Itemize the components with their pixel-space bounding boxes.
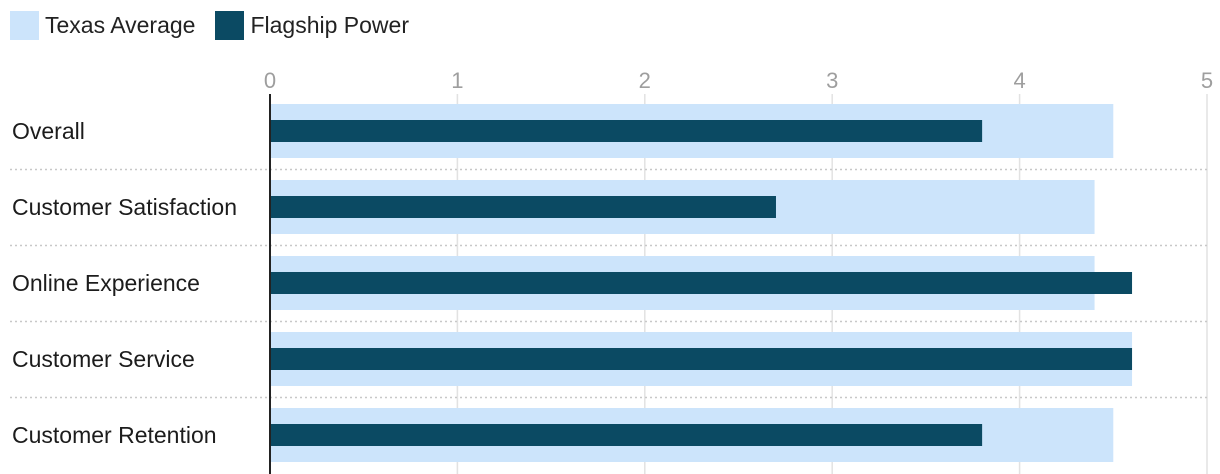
bar-flagship-power-3 xyxy=(270,348,1133,370)
legend-label-texas-average: Texas Average xyxy=(45,12,196,38)
legend-swatch-flagship-power xyxy=(215,11,245,40)
legend: Texas Average Flagship Power xyxy=(10,11,429,40)
bar-flagship-power-4 xyxy=(270,424,983,446)
category-label-1: Customer Satisfaction xyxy=(12,194,237,220)
bar-flagship-power-1 xyxy=(270,196,776,218)
bar-flagship-power-2 xyxy=(270,272,1133,294)
x-tick-label-4: 4 xyxy=(1013,68,1025,93)
legend-swatch-texas-average xyxy=(10,11,39,40)
category-label-0: Overall xyxy=(12,118,85,144)
x-tick-label-1: 1 xyxy=(451,68,463,93)
legend-item-flagship-power[interactable]: Flagship Power xyxy=(215,11,409,40)
x-tick-label-3: 3 xyxy=(826,68,838,93)
x-tick-label-0: 0 xyxy=(264,68,276,93)
category-label-2: Online Experience xyxy=(12,270,200,296)
category-label-3: Customer Service xyxy=(12,346,195,372)
x-tick-label-2: 2 xyxy=(639,68,651,93)
x-tick-label-5: 5 xyxy=(1201,68,1213,93)
legend-item-texas-average[interactable]: Texas Average xyxy=(10,11,195,40)
category-label-4: Customer Retention xyxy=(12,422,217,448)
bar-flagship-power-0 xyxy=(270,120,983,142)
legend-label-flagship-power: Flagship Power xyxy=(250,12,409,38)
